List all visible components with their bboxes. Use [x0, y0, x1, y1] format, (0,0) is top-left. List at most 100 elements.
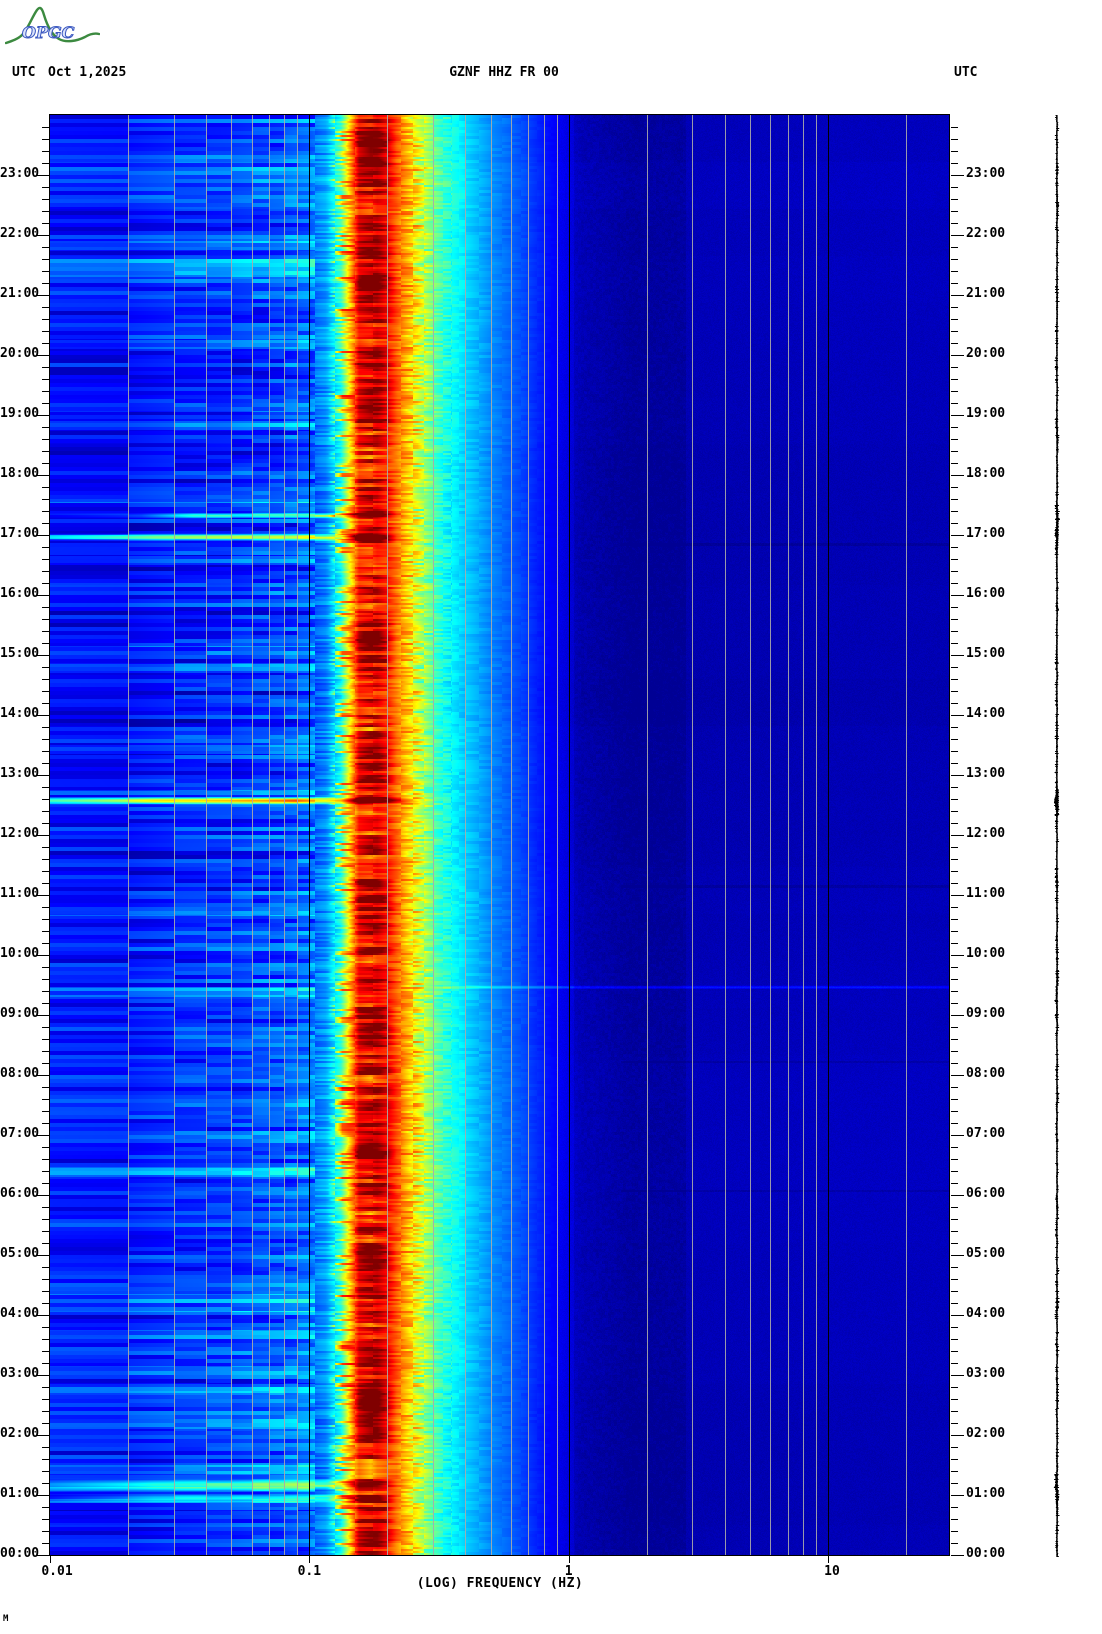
- y-minor-tick: [42, 703, 49, 704]
- y-minor-tick: [42, 1051, 49, 1052]
- y-hour-tick: [37, 1495, 49, 1496]
- y-minor-tick: [42, 583, 49, 584]
- y-hour-label-right: 05:00: [966, 1246, 1006, 1261]
- y-minor-tick: [951, 1543, 958, 1544]
- y-minor-tick: [951, 211, 958, 212]
- y-minor-tick: [42, 727, 49, 728]
- y-hour-label-left: 10:00: [0, 946, 40, 961]
- y-hour-tick: [37, 1375, 49, 1376]
- y-minor-tick: [951, 1303, 958, 1304]
- y-minor-tick: [951, 811, 958, 812]
- y-minor-tick: [951, 1243, 958, 1244]
- y-minor-tick: [951, 943, 958, 944]
- y-minor-tick: [951, 1471, 958, 1472]
- y-minor-tick: [951, 1051, 958, 1052]
- y-minor-tick: [42, 259, 49, 260]
- y-minor-tick: [951, 1363, 958, 1364]
- y-hour-label-left: 22:00: [0, 226, 40, 241]
- y-minor-tick: [951, 247, 958, 248]
- y-minor-tick: [42, 1123, 49, 1124]
- y-hour-label-left: 14:00: [0, 706, 40, 721]
- y-hour-label-left: 12:00: [0, 826, 40, 841]
- y-minor-tick: [951, 127, 958, 128]
- y-minor-tick: [42, 607, 49, 608]
- y-minor-tick: [42, 211, 49, 212]
- y-hour-tick: [951, 655, 964, 656]
- y-hour-label-right: 18:00: [966, 466, 1006, 481]
- y-hour-tick: [951, 1435, 964, 1436]
- y-minor-tick: [42, 559, 49, 560]
- y-minor-tick: [42, 919, 49, 920]
- y-minor-tick: [42, 487, 49, 488]
- y-minor-tick: [951, 463, 958, 464]
- y-minor-tick: [951, 523, 958, 524]
- y-minor-tick: [951, 331, 958, 332]
- y-hour-label-left: 03:00: [0, 1366, 40, 1381]
- y-minor-tick: [42, 811, 49, 812]
- y-minor-tick: [42, 1099, 49, 1100]
- station-title: GZNF HHZ FR 00: [449, 65, 559, 80]
- y-hour-tick: [37, 235, 49, 236]
- plot-frame: [49, 114, 950, 1556]
- y-minor-tick: [951, 619, 958, 620]
- y-minor-tick: [42, 1087, 49, 1088]
- y-hour-tick: [37, 1315, 49, 1316]
- y-minor-tick: [42, 1471, 49, 1472]
- y-hour-tick: [37, 595, 49, 596]
- y-hour-label-left: 11:00: [0, 886, 40, 901]
- y-minor-tick: [951, 751, 958, 752]
- y-minor-tick: [951, 1039, 958, 1040]
- y-hour-label-left: 17:00: [0, 526, 40, 541]
- y-minor-tick: [42, 871, 49, 872]
- y-minor-tick: [951, 1519, 958, 1520]
- y-minor-tick: [951, 907, 958, 908]
- y-minor-tick: [951, 511, 958, 512]
- y-hour-tick: [37, 175, 49, 176]
- y-hour-tick: [951, 775, 964, 776]
- y-minor-tick: [951, 1183, 958, 1184]
- y-minor-tick: [42, 799, 49, 800]
- y-minor-tick: [42, 907, 49, 908]
- y-hour-label-right: 23:00: [966, 166, 1006, 181]
- y-hour-tick: [951, 1255, 964, 1256]
- y-hour-tick: [951, 355, 964, 356]
- y-minor-tick: [42, 451, 49, 452]
- y-hour-tick: [951, 535, 964, 536]
- y-minor-tick: [951, 1207, 958, 1208]
- y-hour-label-left: 15:00: [0, 646, 40, 661]
- y-hour-tick: [951, 895, 964, 896]
- y-minor-tick: [42, 931, 49, 932]
- y-hour-label-left: 18:00: [0, 466, 40, 481]
- y-minor-tick: [951, 967, 958, 968]
- y-minor-tick: [42, 1243, 49, 1244]
- y-hour-tick: [37, 775, 49, 776]
- y-hour-label-right: 10:00: [966, 946, 1006, 961]
- y-hour-label-left: 02:00: [0, 1426, 40, 1441]
- y-minor-tick: [42, 1411, 49, 1412]
- x-tick-label: 0.1: [297, 1564, 322, 1579]
- x-decade-tick: [827, 1556, 829, 1563]
- y-minor-tick: [42, 667, 49, 668]
- y-minor-tick: [951, 919, 958, 920]
- y-minor-tick: [42, 787, 49, 788]
- y-minor-tick: [951, 691, 958, 692]
- y-hour-label-right: 16:00: [966, 586, 1006, 601]
- y-minor-tick: [951, 631, 958, 632]
- y-minor-tick: [951, 583, 958, 584]
- y-minor-tick: [951, 163, 958, 164]
- y-minor-tick: [42, 847, 49, 848]
- y-hour-label-right: 08:00: [966, 1066, 1006, 1081]
- y-minor-tick: [42, 751, 49, 752]
- y-hour-tick: [951, 955, 964, 956]
- y-minor-tick: [42, 427, 49, 428]
- y-minor-tick: [42, 883, 49, 884]
- y-minor-tick: [951, 643, 958, 644]
- y-hour-label-right: 09:00: [966, 1006, 1006, 1021]
- y-minor-tick: [42, 1027, 49, 1028]
- y-minor-tick: [951, 187, 958, 188]
- y-minor-tick: [42, 1339, 49, 1340]
- y-minor-tick: [42, 379, 49, 380]
- y-hour-tick: [37, 835, 49, 836]
- y-minor-tick: [951, 1387, 958, 1388]
- y-hour-tick: [37, 475, 49, 476]
